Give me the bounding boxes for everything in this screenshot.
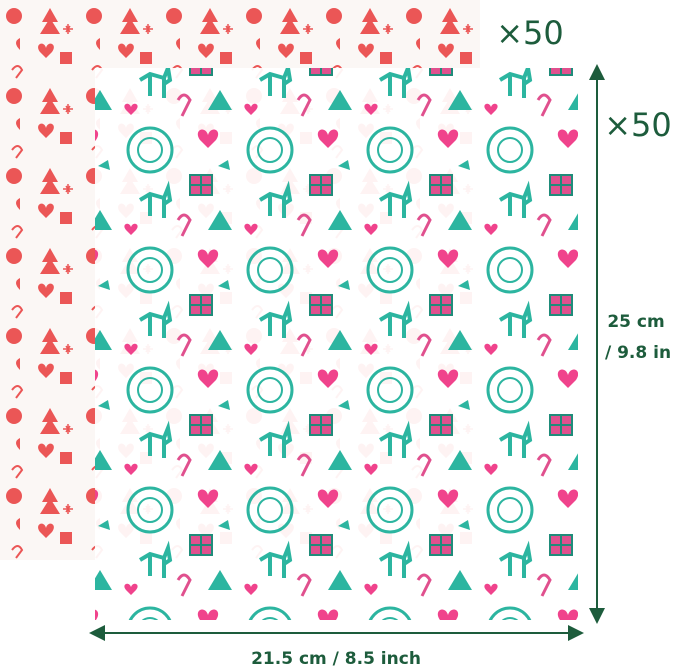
back-count: ×50 (496, 14, 564, 52)
height-in: / 9.8 in (605, 343, 671, 363)
front-sheet-pattern (95, 68, 578, 620)
height-cm: 25 cm (607, 312, 664, 332)
width-label: 21.5 cm / 8.5 inch (251, 649, 421, 669)
front-count: ×50 (604, 106, 672, 144)
